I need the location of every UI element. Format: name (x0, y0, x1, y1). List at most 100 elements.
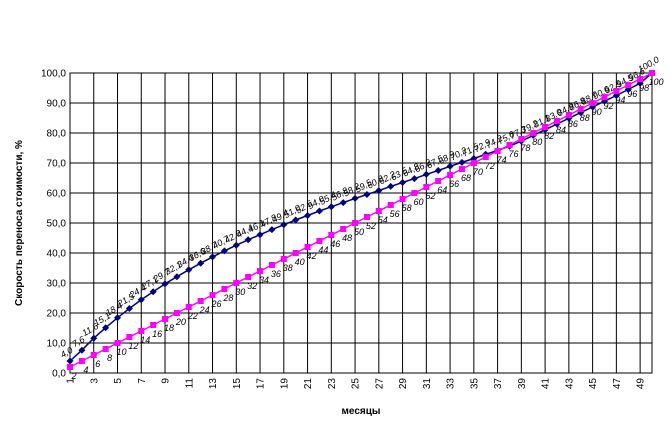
data-label: 74 (497, 155, 507, 165)
data-label: 54 (378, 215, 388, 225)
marker (257, 268, 264, 274)
data-label: 46 (330, 239, 340, 249)
marker (422, 170, 430, 178)
x-tick-label: 23 (327, 378, 338, 390)
data-label: 52 (366, 221, 376, 231)
y-axis-title: Скорость переноса стоимости, % (14, 140, 25, 306)
x-tick-label: 7 (137, 378, 148, 384)
marker (125, 305, 133, 312)
marker (292, 216, 300, 224)
y-tick-label: 10,0 (47, 339, 67, 350)
data-label: 30 (235, 287, 245, 297)
y-tick-label: 80,0 (47, 129, 67, 140)
y-tick-label: 20,0 (47, 309, 67, 320)
marker (328, 232, 335, 238)
data-label: 2 (70, 371, 76, 381)
x-tick-label: 17 (256, 378, 267, 390)
marker (233, 280, 240, 286)
marker (387, 182, 395, 190)
marker (78, 358, 85, 364)
marker (244, 236, 252, 244)
marker (637, 76, 644, 82)
x-tick-label: 43 (564, 378, 575, 390)
marker (67, 364, 73, 370)
data-label: 58 (402, 203, 412, 213)
marker (458, 166, 465, 172)
marker (126, 334, 133, 340)
marker (363, 214, 370, 220)
marker (542, 124, 549, 130)
series-line (69, 72, 653, 362)
marker (494, 148, 501, 154)
data-label: 86 (568, 119, 578, 129)
data-label: 100,0 (636, 54, 661, 74)
x-tick-label: 37 (493, 378, 504, 390)
data-label: 88 (580, 113, 590, 123)
marker (327, 203, 335, 211)
marker (410, 175, 418, 183)
marker (387, 202, 394, 208)
x-tick-label: 3 (89, 378, 100, 384)
marker (363, 191, 371, 198)
marker (435, 178, 442, 184)
marker (197, 259, 205, 267)
marker (649, 70, 655, 76)
marker (601, 94, 608, 100)
marker (162, 316, 169, 322)
marker (138, 328, 145, 334)
data-label: 90 (592, 107, 602, 117)
x-axis-title: месяцы (342, 406, 381, 417)
data-label: 98 (639, 83, 649, 93)
data-label: 70 (473, 167, 483, 177)
marker (78, 346, 86, 354)
x-tick-label: 1 (66, 378, 77, 384)
marker (423, 184, 430, 190)
marker (280, 221, 288, 229)
x-tick-label: 13 (208, 378, 219, 390)
data-label: 68 (461, 173, 471, 183)
data-label: 8 (107, 353, 112, 363)
data-label: 78 (520, 143, 530, 153)
data-label: 50 (354, 227, 364, 237)
data-label: 12 (128, 341, 138, 351)
x-tick-label: 33 (446, 378, 457, 390)
marker (150, 322, 157, 328)
y-tick-label: 0,0 (52, 369, 66, 380)
data-label: 16 (152, 329, 162, 339)
x-tick-label: 31 (422, 378, 433, 390)
marker (161, 280, 169, 288)
y-tick-label: 60,0 (47, 189, 67, 200)
data-label: 92 (603, 101, 613, 111)
marker (90, 334, 98, 342)
data-label: 32 (247, 281, 257, 291)
data-label: 38 (283, 263, 293, 273)
marker (589, 100, 596, 106)
data-label: 10 (117, 347, 127, 357)
marker (625, 82, 632, 88)
series-line (69, 72, 653, 368)
marker (292, 250, 299, 256)
data-label: 80 (532, 137, 542, 147)
y-tick-label: 40,0 (47, 249, 67, 260)
data-label: 84 (556, 125, 566, 135)
x-tick-label: 27 (374, 378, 385, 390)
marker (506, 142, 513, 148)
marker (137, 296, 145, 304)
y-tick-label: 70,0 (47, 159, 67, 170)
marker (90, 352, 97, 358)
marker (518, 136, 525, 142)
marker (197, 298, 204, 304)
data-label: 40 (295, 257, 305, 267)
data-label: 6 (95, 359, 100, 369)
data-label: 44 (318, 245, 328, 255)
marker (66, 357, 74, 365)
marker (149, 288, 157, 296)
marker (530, 130, 537, 136)
data-label: 14 (140, 335, 150, 345)
data-label: 82 (544, 131, 554, 141)
x-tick-label: 11 (184, 378, 195, 389)
marker (221, 286, 228, 292)
marker (114, 340, 121, 346)
data-label: 48 (342, 233, 352, 243)
marker (553, 118, 560, 124)
